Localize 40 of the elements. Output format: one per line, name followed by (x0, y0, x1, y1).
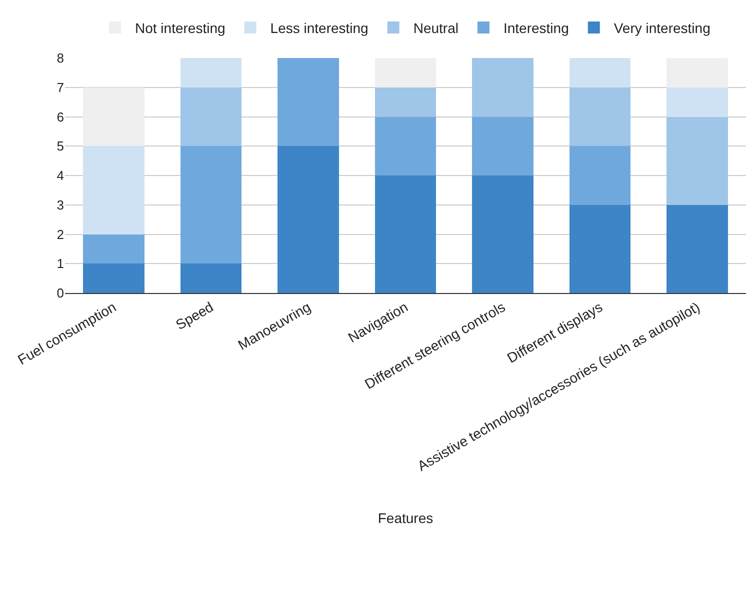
bar (666, 58, 728, 88)
bar (83, 87, 144, 146)
y-tick-label: 7 (56, 80, 64, 95)
legend-label: Neutral (413, 20, 458, 36)
bar (472, 58, 534, 117)
y-tick-label: 3 (56, 197, 64, 212)
y-tick-label: 5 (56, 138, 64, 154)
y-tick-label: 1 (56, 256, 64, 272)
bar (374, 176, 436, 293)
y-tick-label: 8 (56, 50, 64, 66)
bar (180, 264, 242, 293)
bar (569, 87, 631, 146)
bar (83, 264, 144, 293)
bar (666, 116, 728, 205)
bar (569, 146, 631, 205)
bar (374, 58, 436, 88)
bar (278, 58, 339, 146)
bar (472, 176, 534, 293)
bar (83, 146, 144, 234)
x-axis-title: Features (378, 510, 434, 526)
legend-label: Not interesting (135, 20, 226, 36)
bar (666, 204, 728, 293)
legend-label: Less interesting (270, 20, 368, 36)
y-tick-label: 2 (56, 226, 64, 242)
bar (180, 58, 242, 88)
y-tick-label: 6 (56, 109, 64, 124)
bar (666, 87, 728, 117)
y-tick-label: 4 (56, 168, 64, 184)
bar (83, 234, 144, 264)
bar (374, 87, 436, 117)
y-tick-label: 0 (56, 286, 64, 301)
bar (472, 116, 534, 176)
bar (569, 58, 631, 88)
bar (374, 116, 436, 176)
bar (278, 146, 339, 293)
bar (180, 87, 242, 146)
bar (180, 146, 242, 264)
bar (569, 204, 631, 293)
legend-label: Interesting (503, 20, 569, 36)
legend-label: Very interesting (614, 20, 710, 36)
